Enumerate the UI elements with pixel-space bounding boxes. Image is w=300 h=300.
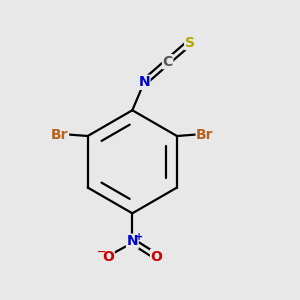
Text: Br: Br [196,128,214,142]
Text: N: N [138,75,150,89]
Text: S: S [185,35,195,50]
Text: N: N [127,234,138,248]
Text: C: C [163,55,173,69]
Text: O: O [102,250,114,264]
Text: +: + [135,232,143,242]
Text: −: − [97,247,106,257]
Text: O: O [151,250,162,264]
Text: Br: Br [51,128,68,142]
